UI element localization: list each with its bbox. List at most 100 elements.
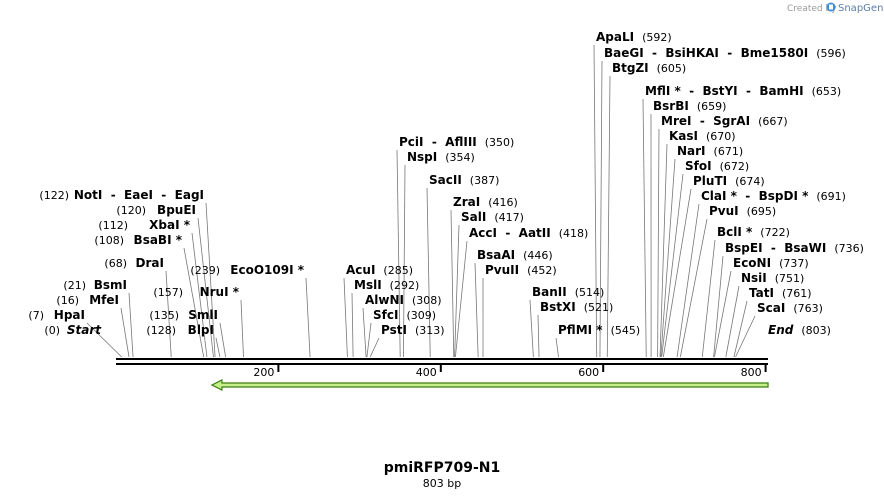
site-xbai[interactable]: (112) XbaI *: [98, 218, 190, 232]
site-name: KasI: [669, 129, 698, 143]
ruler-ticks: 200 400 600 800: [253, 365, 767, 379]
leader-line: [396, 149, 401, 358]
site-noti-eaei-eagi[interactable]: (122) NotI - EaeI - EagI: [39, 188, 204, 202]
site-pflmi[interactable]: PflMI * (545): [558, 323, 640, 337]
leader-line: [454, 224, 460, 358]
leader-line: [86, 322, 122, 358]
site-name: BsaBI *: [134, 233, 183, 247]
site-econi[interactable]: EcoNI (737): [733, 256, 809, 270]
site-position: (761): [782, 287, 812, 300]
site-bpuei[interactable]: (120) BpuEI: [116, 203, 196, 217]
site-sali[interactable]: SalI (417): [461, 210, 524, 224]
site-bsmi[interactable]: (21) BsmI: [63, 278, 127, 292]
site-nsii[interactable]: NsiI (751): [741, 271, 804, 285]
site-position: (112): [98, 219, 128, 232]
leader-line: [450, 209, 455, 358]
leader-line: [713, 255, 724, 358]
site-bspei-bsawi[interactable]: BspEI - BsaWI (736): [725, 241, 864, 255]
feature-arrow-shape[interactable]: [210, 379, 769, 391]
site-banii[interactable]: BanII (514): [532, 285, 604, 299]
site-bsrbi[interactable]: BsrBI (659): [653, 99, 726, 113]
site-leader-lines: [86, 44, 756, 358]
site-pvuii[interactable]: PvuII (452): [485, 263, 557, 277]
site-name: BaeGI - BsiHKAI - Bme1580I: [604, 46, 808, 60]
leader-line: [733, 300, 748, 358]
site-name: MfeI: [89, 293, 119, 307]
site-bcli[interactable]: BclI * (722): [717, 225, 790, 239]
leader-line: [120, 307, 130, 358]
site-baegi-bsihkai-bme1580i[interactable]: BaeGI - BsiHKAI - Bme1580I (596): [604, 46, 846, 60]
site-mrei-sgrai[interactable]: MreI - SgrAI (667): [661, 114, 788, 128]
site-nspi[interactable]: NspI (354): [407, 150, 475, 164]
tick-200: 200: [253, 365, 280, 379]
site-msli[interactable]: MslI (292): [354, 278, 419, 292]
site-start[interactable]: (0) Start: [44, 323, 102, 337]
site-position: (672): [720, 160, 750, 173]
site-name: NotI - EaeI - EagI: [74, 188, 204, 202]
site-sfoi[interactable]: SfoI (672): [685, 159, 749, 173]
site-name: NsiI: [741, 271, 767, 285]
site-psti[interactable]: PstI (313): [381, 323, 445, 337]
leader-line: [369, 337, 380, 358]
site-tati[interactable]: TatI (761): [749, 286, 812, 300]
site-smli[interactable]: (135) SmlI: [149, 308, 218, 322]
site-mfei[interactable]: (16) MfeI: [56, 293, 119, 307]
site-name: AlwNI: [365, 293, 404, 307]
site-name: DraI: [136, 256, 164, 270]
site-position: (446): [523, 249, 553, 262]
site-nari[interactable]: NarI (671): [677, 144, 743, 158]
site-sfci[interactable]: SfcI (309): [373, 308, 436, 322]
site-name: SalI: [461, 210, 486, 224]
site-name: BsaAI: [477, 248, 515, 262]
site-bsabi[interactable]: (108) BsaBI *: [94, 233, 182, 247]
site-name: PvuII: [485, 263, 519, 277]
tick-800: 800: [741, 365, 767, 379]
site-pcii-afliii[interactable]: PciI - AflIII (350): [399, 135, 514, 149]
site-ecoo109i[interactable]: (239) EcoO109I *: [190, 263, 304, 277]
site-position: (416): [488, 196, 518, 209]
site-pluti[interactable]: PluTI (674): [693, 174, 765, 188]
site-acci-aatii[interactable]: AccI - AatII (418): [469, 226, 588, 240]
site-name: BpuEI: [157, 203, 196, 217]
site-name: SfcI: [373, 308, 398, 322]
site-position: (387): [470, 174, 500, 187]
site-bstxi[interactable]: BstXI (521): [540, 300, 613, 314]
site-labels: PstI (313) SfcI (309)AlwNI (308) MslI (292) Acu…: [28, 30, 864, 337]
site-position: (354): [445, 151, 475, 164]
leader-line: [183, 247, 205, 358]
site-blpi[interactable]: (128) BlpI: [146, 323, 214, 337]
leader-line: [599, 60, 603, 358]
leader-line: [343, 277, 348, 358]
site-bsaai[interactable]: BsaAI (446): [477, 248, 553, 262]
site-mfli-bstyi-bamhi[interactable]: MflI * - BstYI - BamHI (653): [645, 84, 841, 98]
site-clai-bspdi[interactable]: ClaI * - BspDI * (691): [701, 189, 846, 203]
site-sacii[interactable]: SacII (387): [429, 173, 499, 187]
site-position: (108): [94, 234, 124, 247]
site-pvui[interactable]: PvuI (695): [709, 204, 776, 218]
leader-line: [555, 337, 559, 358]
site-kasi[interactable]: KasI (670): [669, 129, 736, 143]
site-name: BsmI: [94, 278, 127, 292]
site-nrui[interactable]: (157) NruI *: [153, 285, 239, 299]
site-alwni[interactable]: AlwNI (308): [365, 293, 442, 307]
site-end[interactable]: End (803): [768, 323, 831, 337]
site-btgzi[interactable]: BtgZI (605): [612, 61, 686, 75]
site-drai[interactable]: (68) DraI: [104, 256, 164, 270]
site-name: MflI * - BstYI - BamHI: [645, 84, 804, 98]
site-position: (68): [104, 257, 127, 270]
leader-line: [215, 337, 221, 358]
site-apali[interactable]: ApaLI (592): [596, 30, 672, 44]
site-name: Start: [67, 323, 102, 337]
leader-line: [366, 322, 372, 358]
leader-line: [191, 232, 208, 358]
site-position: (350): [485, 136, 515, 149]
site-name: AcuI: [346, 263, 375, 277]
site-zrai[interactable]: ZraI (416): [453, 195, 518, 209]
site-position: (16): [56, 294, 79, 307]
site-name: XbaI *: [149, 218, 191, 232]
leader-line: [701, 239, 716, 358]
site-scai[interactable]: ScaI (763): [757, 301, 823, 315]
site-acui[interactable]: AcuI (285): [346, 263, 413, 277]
site-hpai[interactable]: (7) HpaI: [28, 308, 85, 322]
